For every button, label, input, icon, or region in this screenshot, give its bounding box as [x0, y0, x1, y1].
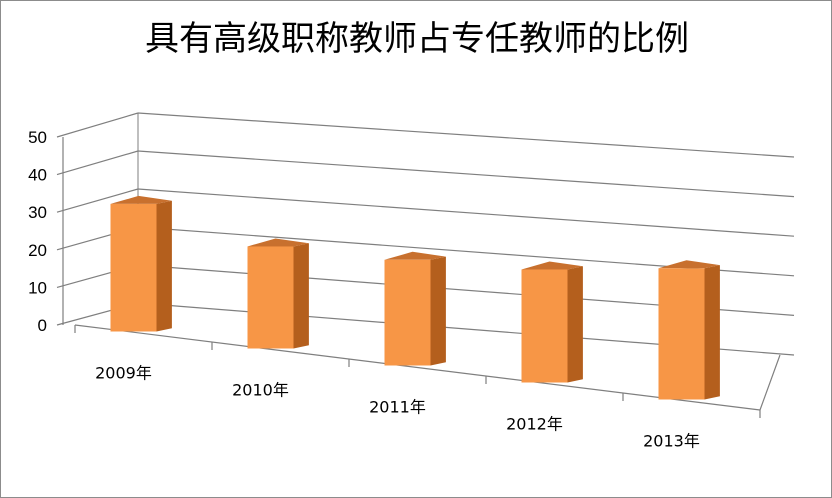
- bar: [384, 251, 446, 366]
- y-tick-label: 10: [28, 278, 47, 297]
- gridline-side: [56, 188, 139, 213]
- gridline-back: [137, 112, 795, 158]
- bar-front: [247, 246, 294, 349]
- x-tick-label: 2011年: [369, 398, 426, 417]
- bar-front: [658, 268, 705, 400]
- bar-front: [384, 259, 431, 366]
- bar-side: [567, 266, 583, 383]
- bar-front: [521, 269, 568, 383]
- bar-side: [704, 265, 720, 400]
- floor-right-edge: [759, 354, 781, 411]
- x-tick-label: 2010年: [232, 381, 289, 400]
- y-tick-label: 50: [28, 128, 47, 147]
- bar-front: [110, 203, 157, 332]
- y-tick-label: 40: [28, 166, 47, 185]
- axes: [62, 137, 781, 418]
- x-tick-label: 2009年: [95, 364, 152, 383]
- gridline-back: [137, 188, 795, 237]
- bar-top: [110, 195, 172, 204]
- chart-title: 具有高级职称教师占专任教师的比例: [145, 19, 689, 59]
- gridline-back: [137, 150, 795, 198]
- y-tick-label: 20: [28, 241, 47, 260]
- bar-top: [247, 238, 309, 247]
- gridline-side: [56, 112, 139, 138]
- bar-top: [521, 261, 583, 270]
- bar: [247, 238, 309, 349]
- bar-side: [293, 243, 309, 349]
- x-axis: [74, 324, 761, 411]
- bar-side: [156, 200, 172, 332]
- x-tick-labels: 2009年 2010年 2011年 2012年 2013年: [95, 364, 700, 451]
- bar: [658, 260, 720, 400]
- y-tick-label: 30: [28, 203, 47, 222]
- bar-side: [430, 256, 446, 366]
- y-tick-label: 0: [38, 316, 47, 335]
- bar-top: [658, 260, 720, 269]
- bars: [110, 195, 720, 400]
- bar-top: [384, 251, 446, 260]
- bar: [521, 261, 583, 383]
- x-tick-label: 2012年: [506, 415, 563, 434]
- x-tick-label: 2013年: [643, 432, 700, 451]
- y-tick-labels: 0 10 20 30 40 50: [28, 128, 47, 335]
- gridline-side: [56, 150, 139, 176]
- bar: [110, 195, 172, 332]
